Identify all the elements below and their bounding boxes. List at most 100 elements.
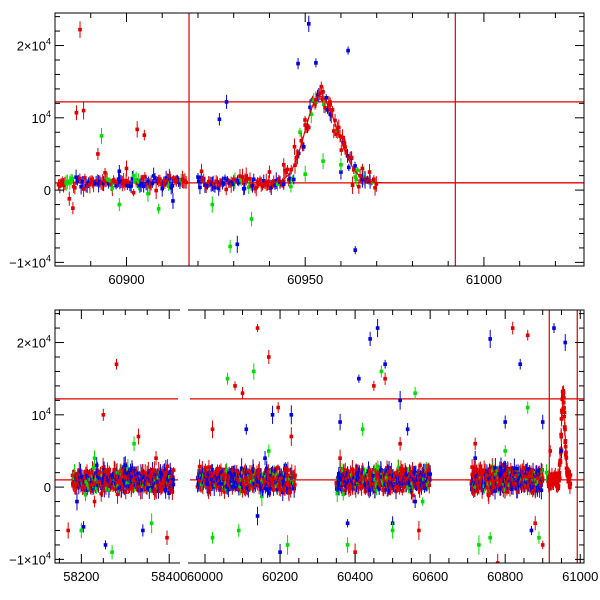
obs-point-red — [135, 127, 140, 132]
obs-point-red — [354, 468, 358, 473]
obs-point-blue — [216, 186, 221, 191]
obs-point-red — [362, 475, 366, 479]
obs-point-green — [131, 173, 136, 178]
obs-point-blue — [263, 456, 267, 460]
obs-point-green — [210, 535, 215, 540]
obs-point-red — [383, 376, 387, 381]
obs-point-green — [91, 465, 96, 470]
obs-point-red — [273, 476, 278, 481]
obs-point-red — [486, 493, 491, 498]
obs-point-red — [480, 471, 485, 476]
obs-point-red — [248, 177, 252, 181]
obs-point-red — [266, 179, 271, 184]
obs-point-red — [568, 473, 573, 477]
obs-point-red — [403, 484, 407, 488]
obs-point-red — [521, 465, 526, 470]
obs-point-red — [388, 475, 393, 480]
obs-point-blue — [98, 179, 102, 184]
obs-point-blue — [500, 485, 505, 490]
obs-point-red — [123, 490, 128, 495]
obs-point-red — [243, 490, 248, 495]
obs-point-blue — [221, 182, 226, 186]
obs-point-red — [88, 182, 92, 187]
top-xtick-label: 60950 — [287, 272, 323, 287]
obs-point-green — [224, 468, 229, 473]
obs-point-red — [292, 144, 297, 149]
obs-point-red — [145, 182, 150, 187]
obs-point-green — [136, 180, 141, 184]
obs-point-red — [321, 89, 325, 94]
obs-point-red — [515, 490, 520, 494]
obs-point-red — [323, 105, 327, 110]
obs-point-blue — [343, 480, 347, 485]
obs-point-red — [103, 170, 107, 175]
obs-point-red — [165, 535, 169, 540]
obs-point-blue — [205, 482, 209, 486]
obs-point-red — [505, 490, 509, 494]
obs-point-red — [339, 148, 344, 152]
obs-point-red — [411, 493, 415, 498]
obs-point-green — [309, 112, 314, 117]
obs-point-blue — [151, 174, 156, 178]
obs-point-blue — [74, 175, 78, 180]
obs-point-blue — [275, 487, 279, 492]
obs-point-red — [412, 481, 416, 485]
obs-point-green — [228, 244, 232, 249]
obs-point-blue — [146, 179, 151, 184]
obs-point-green — [341, 492, 346, 497]
bottom-seg1-xtick-label: 60600 — [412, 569, 448, 584]
obs-point-blue — [250, 184, 255, 188]
obs-point-red — [367, 469, 372, 473]
obs-point-red — [120, 181, 125, 186]
obs-point-red — [78, 27, 82, 32]
obs-point-blue — [86, 180, 91, 185]
obs-point-blue — [473, 456, 477, 460]
obs-point-red — [303, 123, 308, 127]
obs-point-red — [207, 465, 211, 469]
obs-point-blue — [314, 61, 318, 65]
obs-point-blue — [225, 178, 230, 183]
top-xtick-label: 61000 — [466, 272, 502, 287]
obs-point-red — [242, 482, 246, 487]
obs-point-red — [115, 180, 120, 185]
obs-point-red — [243, 178, 247, 183]
obs-point-green — [321, 102, 326, 107]
obs-point-blue — [493, 489, 497, 493]
obs-point-red — [559, 434, 564, 439]
obs-point-blue — [91, 486, 95, 491]
obs-point-blue — [175, 176, 180, 180]
obs-point-red — [142, 133, 147, 137]
bottom-axis-break-bottom — [180, 561, 188, 566]
obs-point-blue — [158, 470, 163, 475]
obs-point-red — [510, 326, 515, 330]
obs-point-red — [158, 177, 162, 181]
obs-point-blue — [217, 117, 222, 122]
obs-point-green — [396, 465, 401, 470]
obs-point-red — [195, 485, 200, 489]
obs-point-blue — [270, 413, 275, 417]
obs-point-red — [231, 177, 236, 182]
obs-point-red — [121, 178, 126, 183]
obs-point-red — [357, 184, 361, 189]
obs-point-blue — [196, 175, 200, 179]
obs-point-red — [71, 206, 75, 210]
obs-point-blue — [208, 483, 212, 487]
obs-point-red — [131, 190, 136, 195]
obs-point-red — [328, 103, 333, 107]
obs-point-green — [379, 369, 384, 374]
obs-point-blue — [405, 427, 410, 432]
obs-point-red — [67, 196, 72, 201]
obs-point-blue — [132, 469, 137, 473]
obs-point-blue — [136, 471, 140, 476]
obs-point-red — [148, 473, 153, 478]
obs-point-red — [258, 177, 262, 182]
obs-point-red — [276, 177, 281, 181]
obs-point-red — [101, 413, 106, 417]
obs-point-blue — [206, 472, 210, 476]
obs-point-red — [299, 138, 304, 143]
obs-point-green — [104, 486, 109, 491]
obs-point-green — [246, 185, 251, 190]
obs-point-blue — [344, 484, 348, 489]
obs-point-red — [478, 464, 483, 469]
obs-point-red — [548, 485, 552, 490]
